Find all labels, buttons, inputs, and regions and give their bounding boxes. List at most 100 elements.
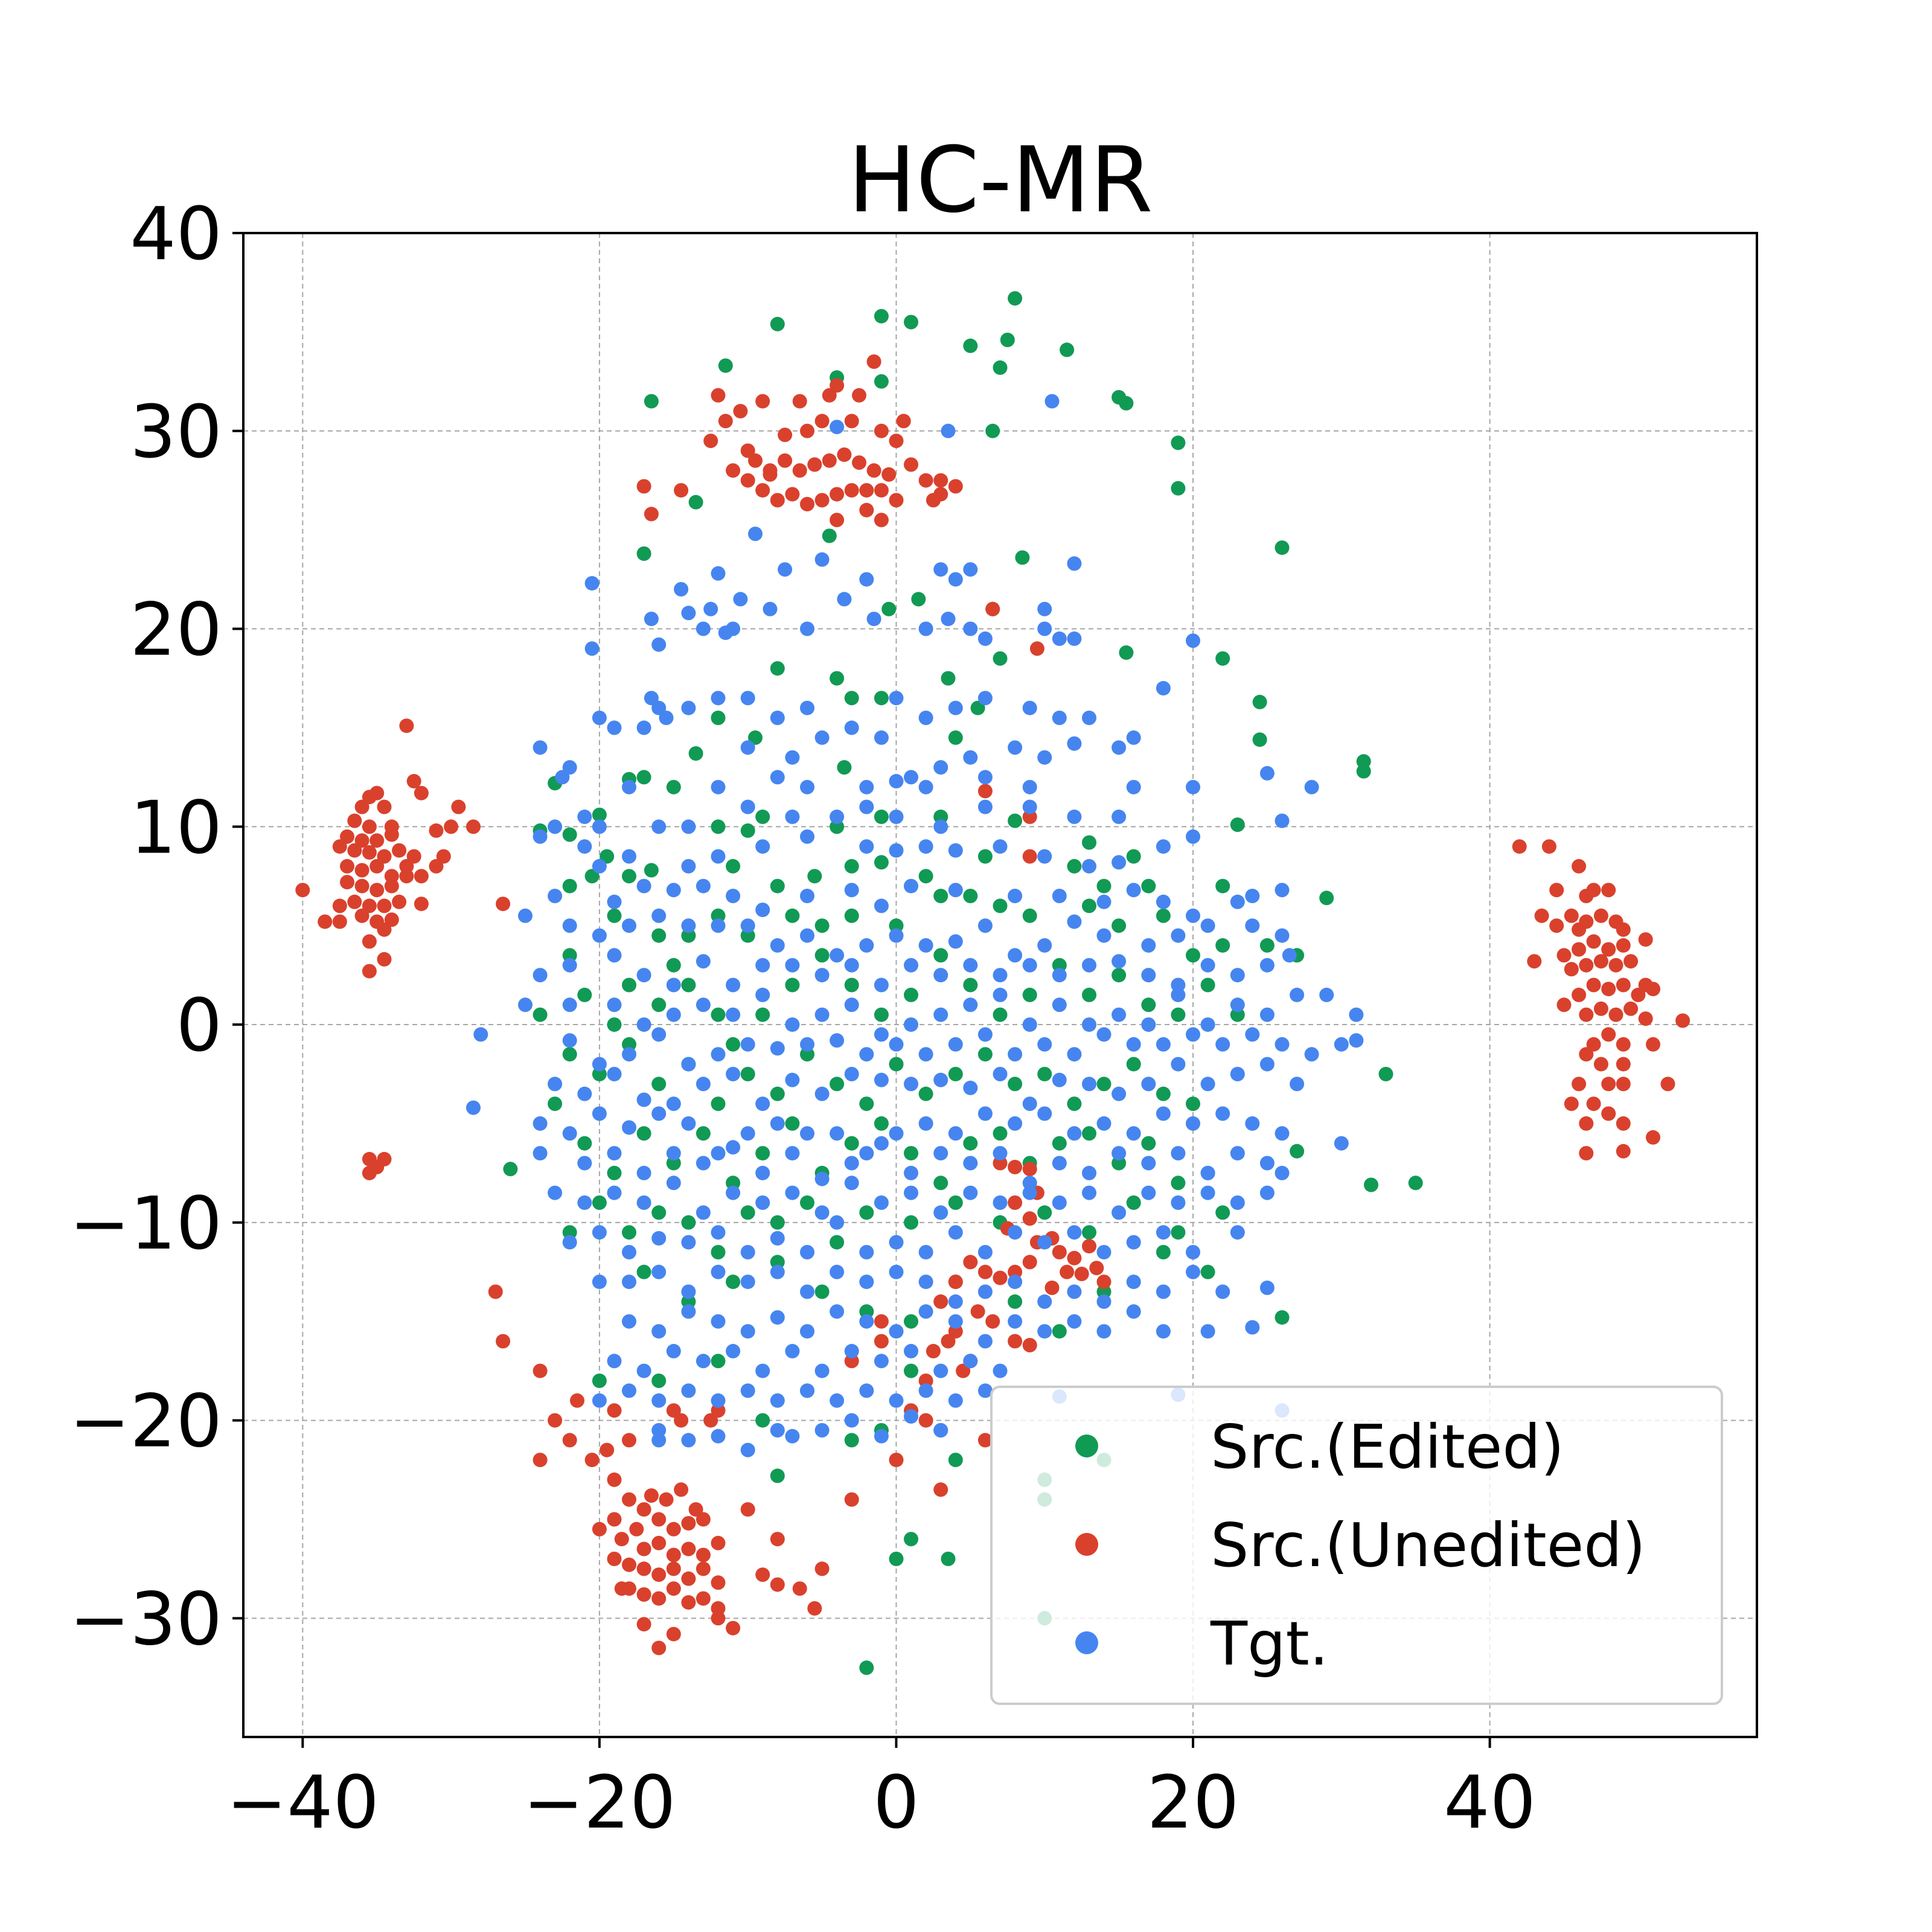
data-point	[830, 1304, 845, 1319]
data-point	[592, 1521, 607, 1537]
data-point	[963, 562, 978, 577]
data-point	[1096, 928, 1112, 943]
data-point	[1037, 849, 1052, 864]
data-point	[874, 1354, 889, 1369]
data-point	[1067, 859, 1082, 874]
data-point	[1067, 736, 1082, 751]
data-point	[1126, 730, 1141, 745]
data-point	[651, 1423, 667, 1438]
data-point	[1171, 1057, 1186, 1072]
data-point	[807, 1601, 822, 1616]
data-point	[1356, 754, 1371, 769]
data-point	[1616, 977, 1631, 993]
data-point	[1082, 987, 1096, 1002]
data-point	[1349, 1033, 1364, 1048]
data-point	[696, 1547, 711, 1563]
data-point	[681, 1595, 696, 1610]
data-point	[814, 918, 830, 933]
data-point	[755, 1096, 770, 1112]
data-point	[681, 700, 696, 715]
data-point	[740, 740, 755, 755]
data-point	[607, 894, 622, 909]
data-point	[1245, 1116, 1260, 1131]
data-point	[362, 1165, 377, 1180]
data-point	[1096, 1284, 1112, 1299]
data-point	[830, 819, 845, 834]
data-point	[1126, 1057, 1141, 1072]
data-point	[666, 958, 681, 973]
data-point	[681, 977, 696, 993]
data-point	[666, 883, 681, 898]
data-point	[1259, 1057, 1275, 1072]
data-point	[1259, 958, 1275, 973]
data-point	[785, 958, 800, 973]
data-point	[636, 1561, 651, 1576]
data-point	[1067, 809, 1082, 824]
data-point	[726, 1067, 741, 1081]
data-point	[807, 869, 822, 884]
data-point	[636, 1017, 651, 1032]
data-point	[577, 839, 592, 854]
data-point	[1141, 1156, 1156, 1171]
data-point	[466, 1100, 481, 1115]
data-point	[881, 467, 897, 482]
data-point	[562, 1033, 577, 1048]
data-point	[666, 1581, 681, 1596]
data-point	[548, 1185, 563, 1200]
data-point	[570, 1393, 584, 1408]
data-point	[896, 414, 911, 429]
data-point	[354, 863, 369, 878]
data-point	[1275, 1037, 1290, 1052]
data-point	[933, 1072, 948, 1087]
data-point	[1096, 1076, 1112, 1092]
data-point	[696, 1354, 711, 1369]
data-point	[918, 779, 933, 795]
data-point	[711, 908, 726, 923]
data-point	[814, 1086, 830, 1101]
data-point	[681, 1057, 696, 1072]
data-point	[711, 849, 726, 864]
data-point	[844, 908, 859, 923]
data-point	[644, 507, 659, 522]
data-point	[993, 1156, 1008, 1171]
data-point	[785, 487, 800, 502]
data-point	[1200, 1264, 1215, 1279]
data-point	[755, 1165, 770, 1180]
data-point	[1052, 1324, 1067, 1339]
data-point	[533, 968, 548, 983]
y-tick-label: −20	[69, 1380, 222, 1464]
data-point	[993, 360, 1008, 375]
data-point	[844, 1433, 859, 1448]
data-point	[600, 1442, 615, 1457]
data-point	[800, 889, 814, 903]
data-point	[1008, 1160, 1023, 1174]
data-point	[1572, 859, 1587, 874]
data-point	[1586, 883, 1601, 898]
data-point	[948, 1324, 963, 1339]
y-tick-label: 30	[130, 391, 222, 475]
data-point	[800, 1126, 814, 1141]
data-point	[622, 869, 636, 884]
data-point	[362, 845, 377, 860]
data-point	[889, 1126, 904, 1141]
data-point	[993, 1067, 1008, 1081]
data-point	[636, 1126, 651, 1141]
data-point	[711, 1225, 726, 1240]
data-point	[726, 1037, 741, 1052]
data-point	[1186, 1027, 1200, 1042]
data-point	[644, 394, 659, 409]
data-point	[1156, 1106, 1171, 1121]
data-point	[1022, 1017, 1037, 1032]
data-point	[1304, 779, 1319, 795]
data-point	[800, 779, 814, 795]
data-point	[1259, 766, 1275, 781]
data-point	[1230, 1146, 1245, 1161]
data-point	[874, 1334, 889, 1349]
data-point	[1037, 750, 1052, 765]
data-point	[711, 779, 726, 795]
data-point	[1200, 1165, 1215, 1180]
data-point	[814, 1561, 830, 1576]
data-point	[711, 1007, 726, 1022]
data-point	[651, 1567, 667, 1582]
data-point	[1052, 889, 1067, 903]
